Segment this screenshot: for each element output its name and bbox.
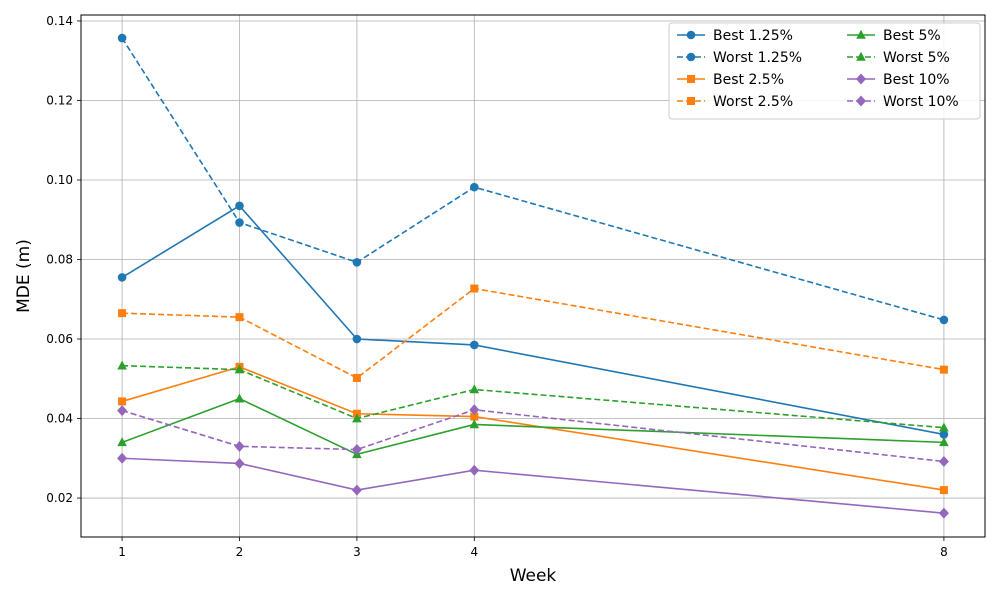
data-point xyxy=(352,413,362,423)
data-point xyxy=(235,201,244,211)
data-point xyxy=(470,284,479,293)
series-line xyxy=(121,365,945,491)
data-point xyxy=(352,373,361,382)
data-point xyxy=(351,484,362,496)
data-point xyxy=(352,257,362,267)
y-tick-label: 0.06 xyxy=(46,332,73,346)
legend-label: Worst 10% xyxy=(883,94,959,110)
legend-label: Worst 2.5% xyxy=(713,94,793,110)
data-point xyxy=(117,452,128,464)
y-tick-label: 0.12 xyxy=(46,93,73,107)
x-tick-label: 2 xyxy=(236,545,244,559)
legend-label: Best 1.25% xyxy=(713,28,793,44)
y-tick-label: 0.10 xyxy=(46,173,73,187)
legend-item: Worst 10% xyxy=(847,94,959,110)
series-line xyxy=(121,204,945,436)
data-point xyxy=(939,486,948,495)
data-point xyxy=(938,507,949,519)
legend-marker xyxy=(856,73,866,85)
series-best-2-5- xyxy=(118,362,948,495)
data-point xyxy=(234,393,245,403)
data-point xyxy=(469,384,480,394)
y-tick-label: 0.02 xyxy=(46,491,73,505)
data-point xyxy=(939,315,949,325)
data-point xyxy=(117,33,127,43)
data-point xyxy=(469,182,479,192)
series-line xyxy=(121,408,944,463)
series-worst-1-25- xyxy=(117,33,949,325)
series-line xyxy=(122,287,945,379)
data-point xyxy=(939,422,949,432)
legend-item: Worst 2.5% xyxy=(677,94,793,110)
legend-label: Best 10% xyxy=(883,72,950,88)
data-point xyxy=(469,404,480,416)
series-group xyxy=(117,33,949,519)
legend-marker xyxy=(687,75,695,83)
x-axis-label: Week xyxy=(510,566,557,586)
legend-marker xyxy=(686,52,696,62)
grid xyxy=(81,15,985,537)
series-worst-2-5- xyxy=(118,284,948,382)
legend-marker xyxy=(856,51,866,61)
legend-item: Best 5% xyxy=(847,28,941,44)
legend-item: Best 2.5% xyxy=(677,72,784,88)
data-point xyxy=(234,440,245,452)
x-tick-label: 3 xyxy=(353,545,361,559)
data-point xyxy=(939,365,948,374)
legend: Best 1.25% Worst 1.25% Best 2.5% Worst 2.5%… xyxy=(668,22,981,120)
legend-marker xyxy=(856,95,866,107)
data-point xyxy=(352,334,362,344)
series-best-10- xyxy=(117,452,949,519)
series-worst-5- xyxy=(117,360,949,432)
data-point xyxy=(118,397,127,406)
data-point xyxy=(351,444,362,456)
data-point xyxy=(234,457,245,469)
data-point xyxy=(234,364,245,374)
legend-item: Best 10% xyxy=(847,72,950,88)
data-point xyxy=(469,419,480,429)
x-tick-label: 4 xyxy=(470,545,478,559)
plot-frame xyxy=(80,14,986,538)
legend-label: Best 5% xyxy=(883,28,941,44)
data-point xyxy=(469,340,479,350)
series-best-1-25- xyxy=(117,201,949,439)
data-point xyxy=(235,313,244,322)
y-axis-label: MDE (m) xyxy=(14,239,34,313)
legend-marker xyxy=(856,29,866,39)
series-worst-10- xyxy=(117,404,949,467)
data-point xyxy=(235,218,244,227)
y-tick-label: 0.04 xyxy=(46,412,73,426)
x-tick-label: 8 xyxy=(940,545,948,559)
data-point xyxy=(117,437,127,447)
legend-item: Worst 5% xyxy=(847,50,950,66)
axis-ticks: 1 2 3 4 8 0.02 0.04 0.06 0.08 0.10 0.12 0.14 xyxy=(46,14,947,559)
series-line xyxy=(122,457,944,514)
data-point xyxy=(117,273,127,282)
legend-label: Worst 5% xyxy=(883,50,950,66)
legend-box xyxy=(668,22,981,120)
legend-label: Worst 1.25% xyxy=(713,50,802,66)
y-tick-label: 0.14 xyxy=(46,14,73,28)
data-point xyxy=(118,309,127,318)
legend-label: Best 2.5% xyxy=(713,72,784,88)
legend-marker xyxy=(687,97,695,105)
legend-item: Best 1.25% xyxy=(677,28,793,44)
y-tick-label: 0.08 xyxy=(46,253,73,267)
data-point xyxy=(469,464,480,476)
legend-marker xyxy=(686,30,696,40)
data-point xyxy=(938,455,949,467)
data-point xyxy=(117,405,128,417)
x-tick-label: 1 xyxy=(118,545,126,559)
data-point xyxy=(470,412,479,421)
data-point xyxy=(939,430,949,439)
data-point xyxy=(939,437,949,447)
legend-item: Worst 1.25% xyxy=(677,50,802,66)
data-point xyxy=(117,360,127,370)
